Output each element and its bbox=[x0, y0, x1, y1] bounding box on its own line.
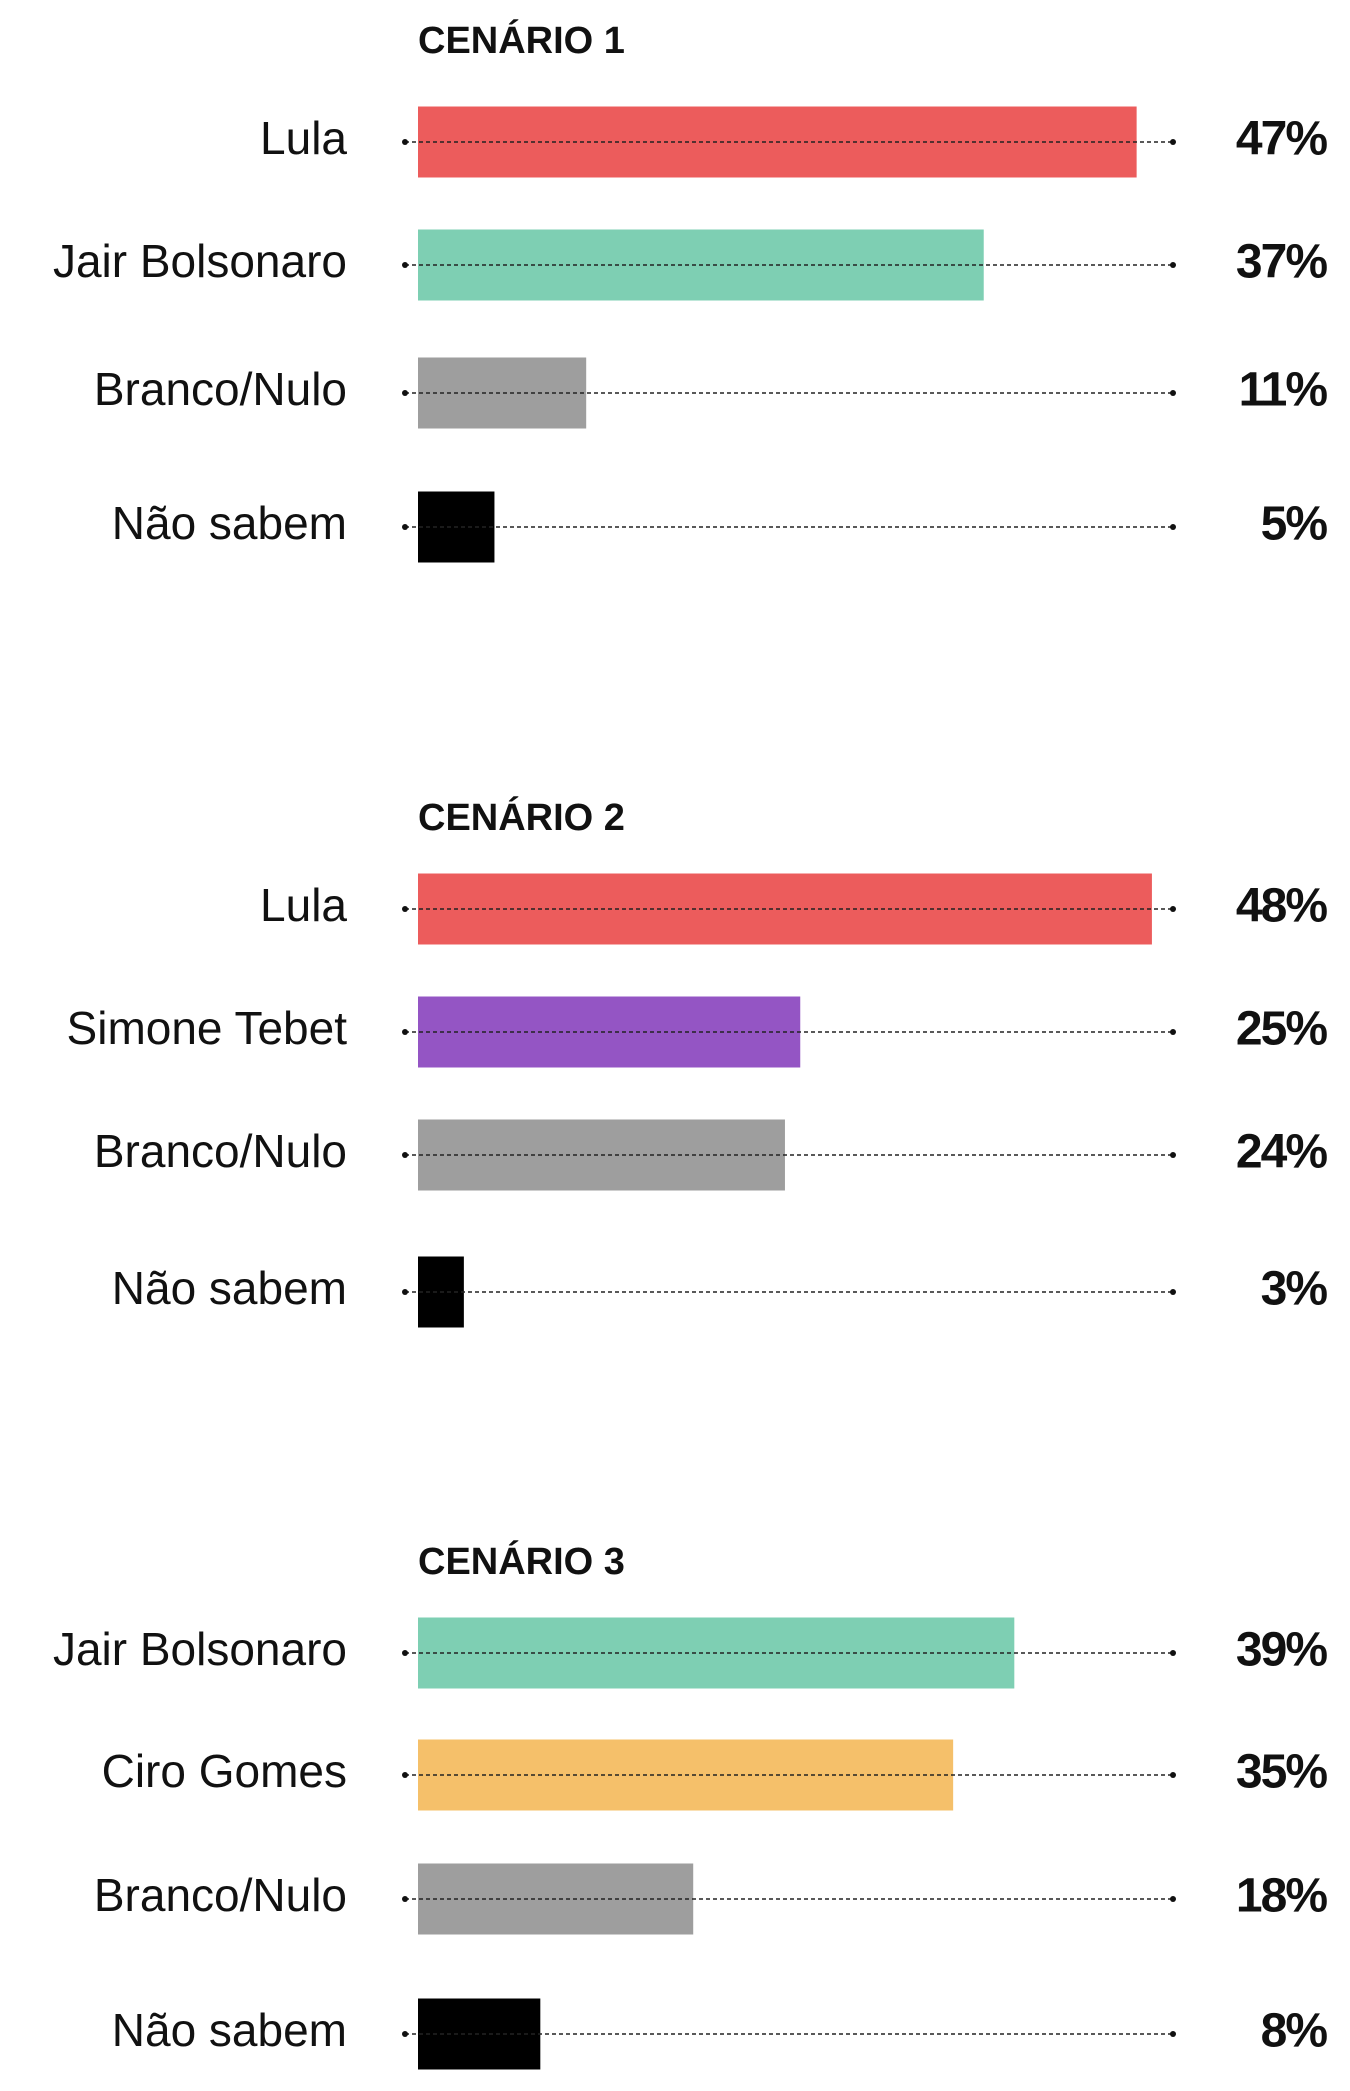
guide-dot bbox=[402, 390, 408, 396]
value-label: 48% bbox=[1236, 880, 1327, 933]
category-label: Branco/Nulo bbox=[94, 1125, 347, 1177]
category-label: Branco/Nulo bbox=[94, 363, 347, 415]
value-label: 8% bbox=[1261, 2005, 1328, 2058]
value-label: 18% bbox=[1236, 1870, 1327, 1923]
guide-dot bbox=[1170, 390, 1176, 396]
category-label: Lula bbox=[260, 879, 347, 931]
guide-dot bbox=[1170, 139, 1176, 145]
guide-dot bbox=[402, 1152, 408, 1158]
guide-dot bbox=[402, 906, 408, 912]
chart-title: CENÁRIO 2 bbox=[418, 795, 625, 839]
chart-title: CENÁRIO 3 bbox=[418, 1539, 625, 1583]
guide-dot bbox=[1170, 1152, 1176, 1158]
category-label: Lula bbox=[260, 112, 347, 164]
guide-dot bbox=[402, 1896, 408, 1902]
category-label: Não sabem bbox=[112, 2004, 347, 2056]
guide-dot bbox=[1170, 1772, 1176, 1778]
value-label: 37% bbox=[1236, 236, 1327, 289]
guide-dot bbox=[402, 1029, 408, 1035]
guide-dot bbox=[402, 262, 408, 268]
category-label: Não sabem bbox=[112, 497, 347, 549]
category-label: Jair Bolsonaro bbox=[53, 1623, 347, 1675]
bar bbox=[418, 357, 587, 429]
value-label: 11% bbox=[1239, 364, 1328, 417]
value-label: 3% bbox=[1261, 1263, 1328, 1316]
guide-dot bbox=[1170, 1650, 1176, 1656]
guide-dot bbox=[402, 2031, 408, 2037]
value-label: 35% bbox=[1236, 1746, 1327, 1799]
category-label: Simone Tebet bbox=[67, 1002, 348, 1054]
guide-dot bbox=[1170, 1289, 1176, 1295]
guide-dot bbox=[402, 524, 408, 530]
guide-dot bbox=[402, 139, 408, 145]
guide-dot bbox=[402, 1772, 408, 1778]
guide-dot bbox=[1170, 524, 1176, 530]
value-label: 39% bbox=[1236, 1624, 1327, 1677]
guide-dot bbox=[1170, 262, 1176, 268]
value-label: 5% bbox=[1261, 498, 1328, 551]
guide-dot bbox=[1170, 906, 1176, 912]
guide-dot bbox=[1170, 1896, 1176, 1902]
value-label: 47% bbox=[1236, 113, 1327, 166]
category-label: Não sabem bbox=[112, 1262, 347, 1314]
category-label: Branco/Nulo bbox=[94, 1869, 347, 1921]
category-label: Jair Bolsonaro bbox=[53, 235, 347, 287]
value-label: 25% bbox=[1236, 1003, 1327, 1056]
guide-dot bbox=[402, 1289, 408, 1295]
guide-dot bbox=[402, 1650, 408, 1656]
chart-title: CENÁRIO 1 bbox=[418, 18, 625, 62]
category-label: Ciro Gomes bbox=[102, 1745, 347, 1797]
value-label: 24% bbox=[1236, 1126, 1327, 1179]
guide-dot bbox=[1170, 2031, 1176, 2037]
guide-dot bbox=[1170, 1029, 1176, 1035]
